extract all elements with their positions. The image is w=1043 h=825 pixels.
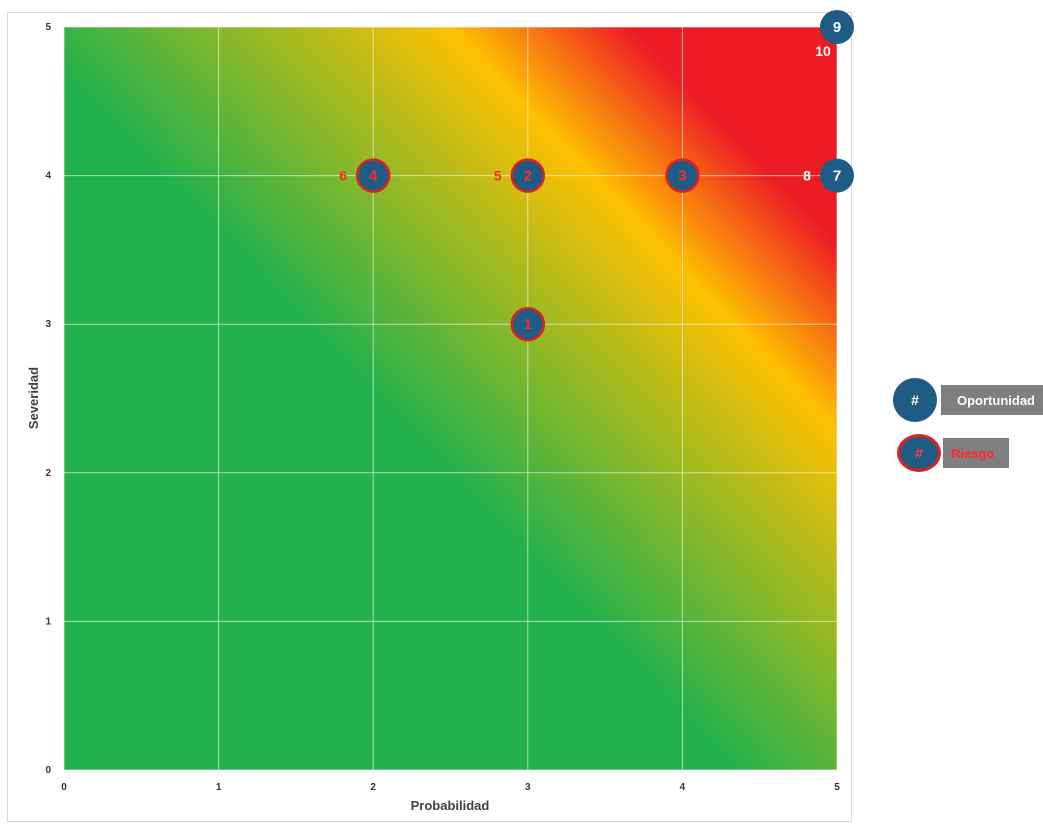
marker-circle — [355, 158, 391, 193]
riesgo-marker-4: 4 — [355, 158, 391, 193]
grid-lines — [63, 26, 838, 771]
legend-oportunidad-label: Oportunidad — [941, 385, 1043, 415]
marker-circle — [510, 158, 546, 193]
x-tick-label: 3 — [525, 782, 531, 793]
marker-number: 1 — [524, 316, 532, 333]
y-tick-label: 5 — [45, 22, 51, 33]
x-tick-label: 4 — [680, 782, 686, 793]
marker-number: 2 — [524, 168, 532, 185]
side-label-10: 10 — [815, 43, 831, 59]
side-labels: 5 6 8 10 — [339, 43, 831, 184]
legend: # Oportunidad # Riesgo — [893, 378, 1043, 478]
marker-circle — [820, 158, 854, 193]
oportunidad-marker-7: 7 — [820, 158, 854, 193]
plot-area — [64, 27, 837, 770]
legend-riesgo-label: Riesgo — [943, 438, 1009, 468]
x-axis-title: Probabilidad — [411, 798, 490, 813]
axis-ticks: 0 1 2 3 4 5 0 1 2 3 4 5 — [45, 22, 840, 793]
marker-circle — [665, 158, 700, 193]
marker-number: 4 — [369, 168, 378, 185]
x-tick-label: 5 — [834, 782, 840, 793]
y-tick-label: 3 — [45, 319, 51, 330]
y-axis-title: Severidad — [26, 367, 41, 429]
marker-circle — [510, 306, 546, 342]
riesgo-marker-1: 1 — [510, 306, 546, 342]
riesgo-marker-3: 3 — [665, 158, 700, 193]
riesgo-marker-2: 2 — [510, 158, 546, 193]
x-tick-label: 1 — [216, 782, 222, 793]
legend-riesgo-symbol: # — [897, 434, 941, 472]
y-tick-label: 1 — [45, 616, 51, 627]
y-tick-label: 4 — [45, 171, 51, 182]
marker-circle — [820, 10, 854, 44]
side-label-6: 6 — [339, 168, 347, 184]
data-markers: 7 9 1 2 3 4 — [355, 10, 854, 342]
y-tick-label: 0 — [45, 765, 51, 776]
marker-number: 7 — [833, 168, 841, 185]
marker-number: 9 — [833, 19, 841, 36]
side-label-5: 5 — [494, 168, 502, 184]
side-label-8: 8 — [803, 168, 811, 184]
marker-number: 3 — [678, 168, 686, 185]
x-tick-label: 0 — [61, 782, 67, 793]
y-tick-label: 2 — [45, 468, 51, 479]
legend-oportunidad-symbol: # — [893, 378, 937, 422]
x-tick-label: 2 — [370, 782, 376, 793]
oportunidad-marker-9: 9 — [820, 10, 854, 44]
